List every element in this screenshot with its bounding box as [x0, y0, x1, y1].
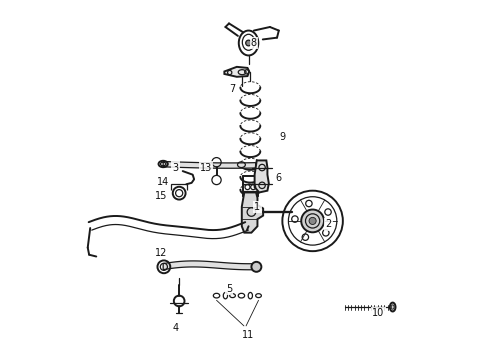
Text: 10: 10 [372, 309, 385, 319]
Text: 14: 14 [157, 177, 169, 187]
Text: 3: 3 [172, 163, 179, 172]
Text: 2: 2 [325, 220, 332, 229]
Ellipse shape [390, 303, 395, 311]
Text: 4: 4 [172, 323, 179, 333]
Polygon shape [255, 161, 269, 193]
Text: 6: 6 [276, 173, 282, 183]
Polygon shape [163, 162, 256, 168]
Circle shape [309, 217, 316, 225]
Text: 11: 11 [243, 330, 255, 340]
Text: 9: 9 [279, 132, 285, 142]
Circle shape [251, 262, 261, 272]
Text: 8: 8 [251, 38, 257, 48]
Circle shape [301, 210, 324, 232]
Text: 1: 1 [254, 202, 261, 212]
Text: 5: 5 [226, 284, 232, 293]
Polygon shape [163, 261, 257, 270]
Text: 12: 12 [155, 248, 168, 258]
Polygon shape [224, 67, 249, 77]
Text: 7: 7 [229, 84, 236, 94]
Text: 15: 15 [155, 191, 168, 201]
Polygon shape [242, 193, 263, 233]
Circle shape [245, 40, 251, 46]
Text: 13: 13 [200, 163, 212, 172]
